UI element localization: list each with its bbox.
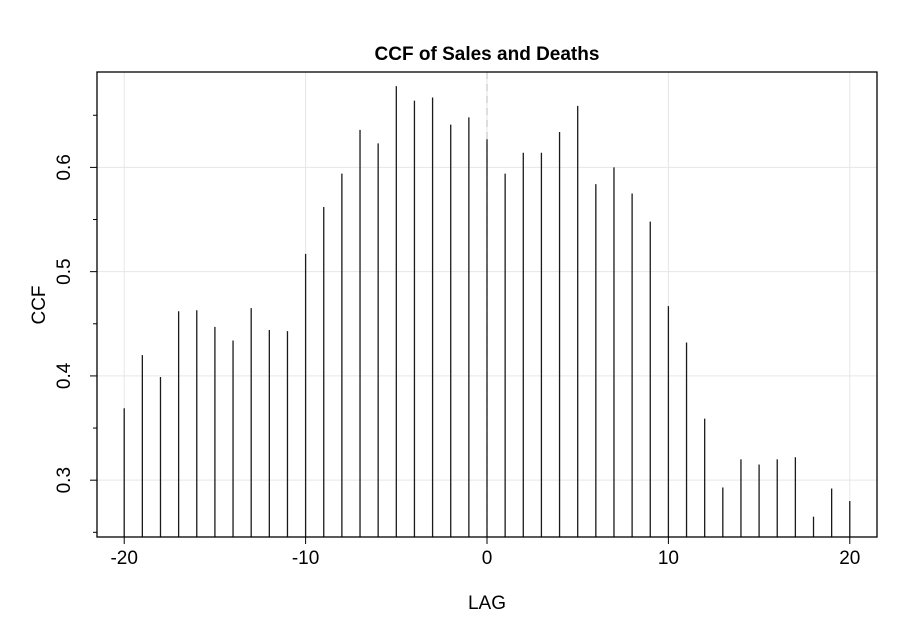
y-tick-label-1: 0.4 <box>54 362 75 389</box>
x-tick-label-3: 10 <box>658 548 679 569</box>
x-tick-label-0: -20 <box>110 548 137 569</box>
tick-layer: -20 -10 0 10 20 0.3 0.4 0.5 0.6 <box>54 114 860 569</box>
y-tick-label-0: 0.3 <box>54 467 75 493</box>
chart-title: CCF of Sales and Deaths <box>375 44 600 65</box>
y-axis-label: CCF <box>29 285 50 324</box>
x-axis-label: LAG <box>468 593 506 614</box>
x-tick-label-1: -10 <box>292 548 319 569</box>
x-tick-label-2: 0 <box>482 548 493 569</box>
y-tick-label-2: 0.5 <box>54 258 75 284</box>
y-tick-label-3: 0.6 <box>54 154 75 180</box>
bar-layer <box>123 86 851 537</box>
x-tick-label-4: 20 <box>839 548 860 569</box>
